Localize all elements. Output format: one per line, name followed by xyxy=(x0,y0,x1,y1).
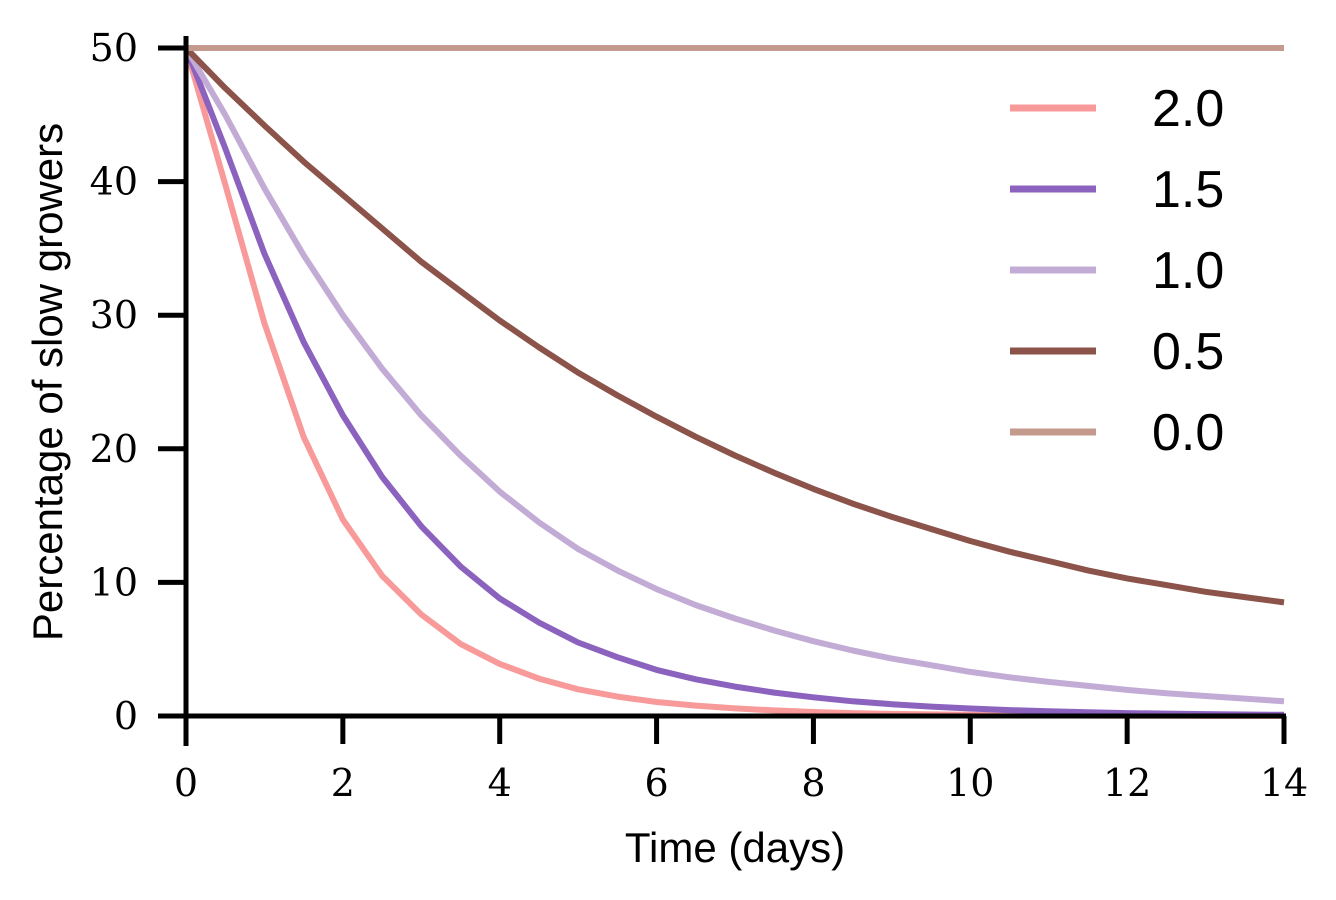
x-tick-label: 2 xyxy=(331,761,355,805)
x-tick-label: 6 xyxy=(644,761,668,805)
y-tick-label: 40 xyxy=(90,160,138,204)
x-tick-label: 8 xyxy=(801,761,825,805)
x-tick-label: 10 xyxy=(946,761,994,805)
series-line-1-5 xyxy=(183,46,1285,718)
axes-layer xyxy=(158,36,1286,746)
y-tick-label: 50 xyxy=(90,26,138,70)
x-axis-title: Time (days) xyxy=(625,824,845,871)
legend-item: 0.0 xyxy=(1010,404,1224,462)
legend-label: 0.0 xyxy=(1152,404,1224,462)
x-tick-label: 12 xyxy=(1103,761,1151,805)
legend: 2.0 1.5 1.0 0.5 0.0 xyxy=(1010,80,1224,462)
legend-label: 1.5 xyxy=(1152,161,1224,219)
legend-item: 0.5 xyxy=(1010,323,1224,381)
x-tick-label: 0 xyxy=(174,761,198,805)
legend-label: 0.5 xyxy=(1152,323,1224,381)
legend-item: 1.5 xyxy=(1010,161,1224,219)
legend-label: 2.0 xyxy=(1152,80,1224,138)
y-tick-label: 10 xyxy=(90,560,138,604)
x-tick-label: 4 xyxy=(488,761,512,805)
legend-item: 2.0 xyxy=(1010,80,1224,138)
series-line-0-5 xyxy=(183,45,1285,606)
y-tick-label: 0 xyxy=(114,694,138,738)
y-axis-title: Percentage of slow growers xyxy=(24,123,71,641)
legend-label: 1.0 xyxy=(1152,242,1224,300)
x-tick-label: 14 xyxy=(1260,761,1308,805)
legend-item: 1.0 xyxy=(1010,242,1224,300)
y-tick-label: 30 xyxy=(90,293,138,337)
y-tick-label: 20 xyxy=(90,427,138,471)
series-layer xyxy=(183,45,1285,719)
series-line-1-0 xyxy=(183,46,1285,705)
ticks-layer: 0 2 4 6 8 10 12 14 0 10 20 30 40 50 xyxy=(90,26,1309,805)
